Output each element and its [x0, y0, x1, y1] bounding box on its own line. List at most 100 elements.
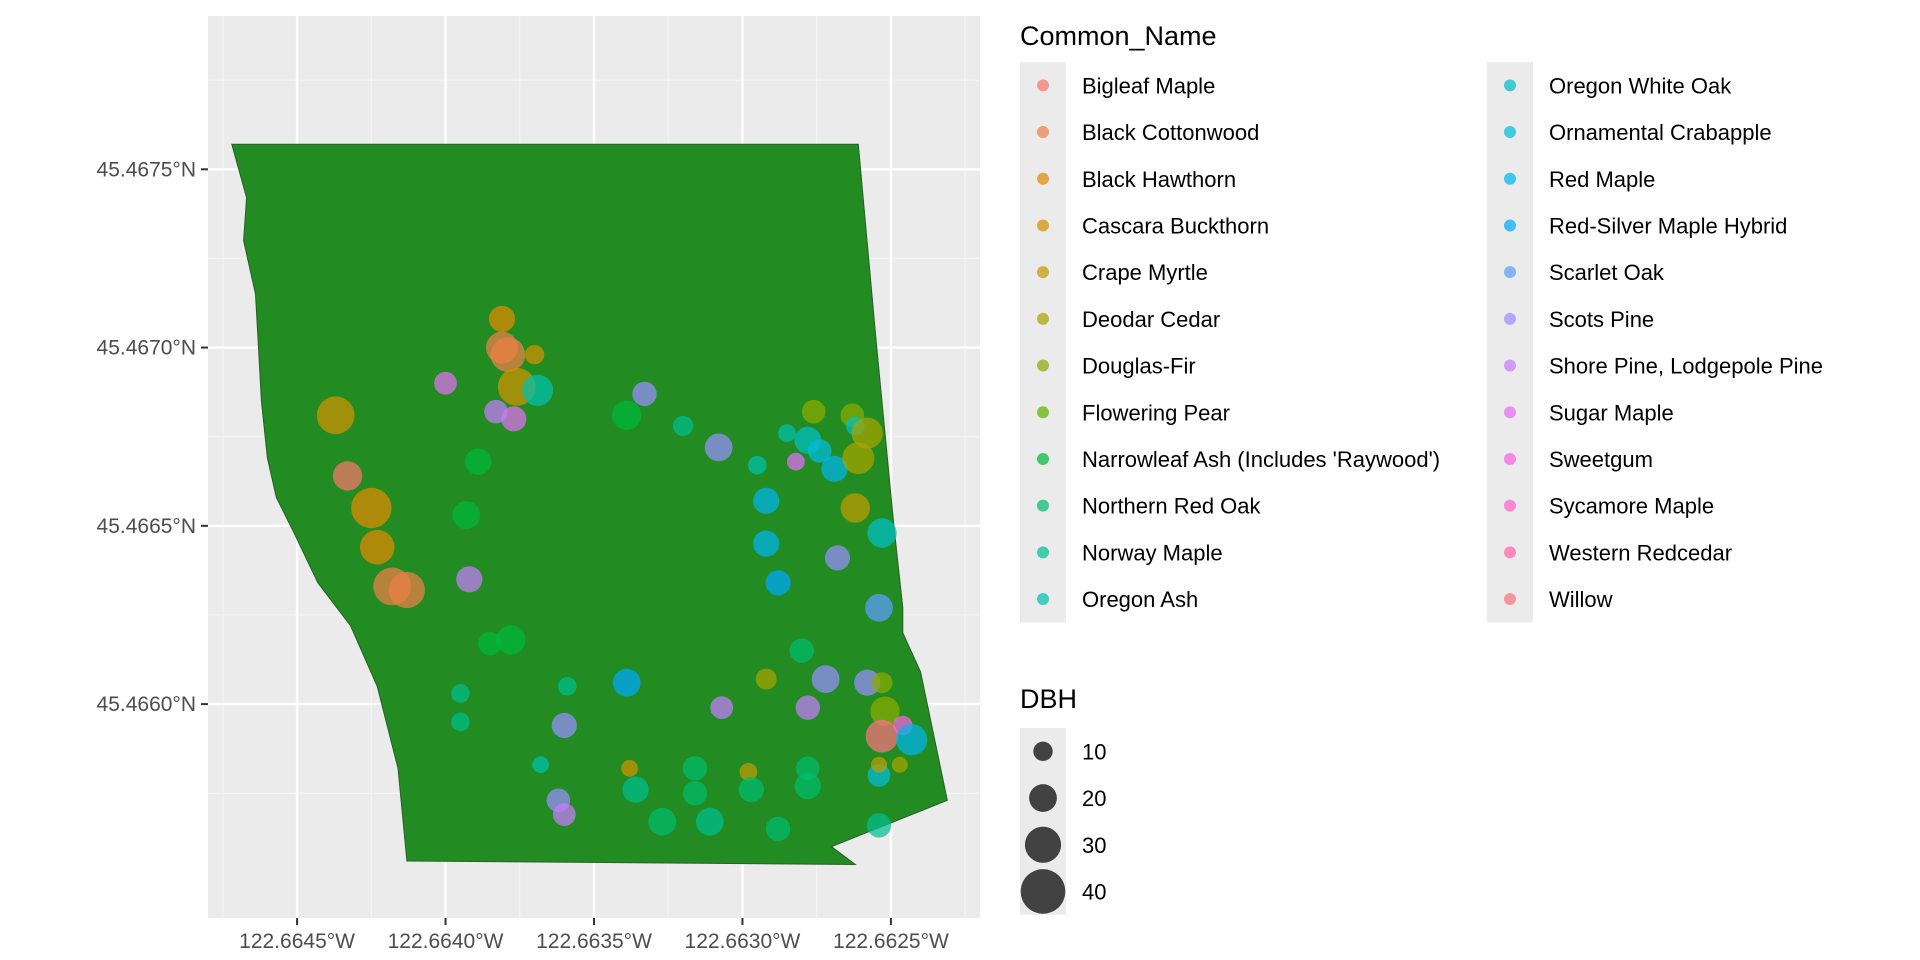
legend-label: Norway Maple: [1082, 540, 1223, 565]
x-tick-label: 122.6640°W: [388, 930, 504, 953]
tree-point: [552, 803, 576, 826]
tree-point: [865, 719, 899, 753]
tree-point: [484, 399, 508, 424]
tree-point: [871, 672, 893, 694]
legend-label: Oregon White Oak: [1549, 73, 1732, 98]
legend-key: [1037, 406, 1049, 419]
legend-label: Willow: [1549, 587, 1613, 612]
legend-label: Scarlet Oak: [1549, 260, 1665, 285]
tree-point: [753, 487, 780, 514]
tree-point: [787, 452, 805, 471]
legend-key: [1037, 546, 1049, 559]
tree-point: [351, 487, 392, 529]
legend-label: Northern Red Oak: [1082, 494, 1262, 519]
tree-point: [532, 756, 549, 774]
legend-label: Western Redcedar: [1549, 540, 1732, 565]
legend-label: Shore Pine, Lodgepole Pine: [1549, 354, 1823, 379]
legend-key: [1037, 312, 1049, 325]
tree-point: [551, 712, 577, 739]
legend-size: DBH 10 20 30 40: [1020, 684, 1106, 915]
x-tick-label: 122.6625°W: [833, 930, 949, 953]
legend-size-key: [1024, 826, 1062, 863]
tree-point: [738, 777, 765, 803]
tree-point: [612, 400, 642, 430]
legend-key: [1504, 452, 1516, 465]
tree-point: [867, 518, 897, 548]
legend-key: [1037, 126, 1049, 139]
legend-label: Red-Silver Maple Hybrid: [1549, 213, 1787, 238]
legend-label: Oregon Ash: [1082, 587, 1198, 612]
tree-point: [765, 816, 791, 842]
tree-point: [621, 759, 638, 777]
tree-point: [452, 501, 481, 529]
tree-point: [622, 776, 649, 803]
y-tick-label: 45.4665°N: [97, 515, 196, 538]
y-tick-label: 45.4675°N: [97, 158, 196, 181]
legend-label: Black Hawthorn: [1082, 167, 1236, 192]
tree-point: [748, 455, 767, 475]
x-tick-label: 122.6635°W: [536, 930, 652, 953]
tree-point: [434, 371, 457, 395]
legend-key: [1504, 546, 1516, 559]
tree-point: [778, 424, 796, 442]
legend-size-title: DBH: [1020, 684, 1077, 714]
y-tick-label: 45.4660°N: [97, 693, 196, 716]
tree-points: [316, 305, 928, 842]
legend-label: Crape Myrtle: [1082, 260, 1208, 285]
tree-point: [648, 807, 677, 836]
tree-point: [854, 669, 881, 696]
legend-key: [1037, 266, 1049, 279]
tree-point: [739, 762, 758, 781]
tree-point: [456, 566, 483, 593]
tree-point: [796, 756, 820, 781]
tree-point: [871, 756, 887, 773]
legend-key-background: [1487, 62, 1533, 623]
tree-point: [695, 807, 724, 836]
legend-key: [1037, 499, 1049, 512]
tree-point: [496, 625, 526, 655]
axes: 122.6645°W 122.6640°W 122.6635°W 122.6630°W…: [97, 158, 949, 953]
tree-point: [316, 396, 355, 435]
legend-label: Flowering Pear: [1082, 400, 1230, 425]
tree-point: [710, 696, 734, 720]
legend-size-label: 30: [1082, 833, 1106, 858]
legend-label: Deodar Cedar: [1082, 307, 1220, 332]
tree-point: [807, 439, 832, 463]
tree-point: [765, 570, 791, 596]
legend-size-label: 20: [1082, 786, 1106, 811]
tree-point: [755, 668, 777, 690]
tree-point: [821, 455, 848, 482]
legend-key: [1037, 79, 1049, 92]
legend-key: [1037, 172, 1049, 185]
legend-size-label: 10: [1082, 739, 1106, 764]
legend-key: [1504, 406, 1516, 419]
tree-point: [388, 571, 425, 609]
tree-point: [465, 448, 492, 475]
tree-point: [866, 813, 892, 838]
tree-point: [451, 712, 470, 732]
legend-label: Douglas-Fir: [1082, 354, 1196, 379]
tree-point: [870, 696, 900, 726]
legend-label: Sycamore Maple: [1549, 494, 1714, 519]
legend-key: [1504, 126, 1516, 139]
tree-point: [865, 593, 893, 622]
tree-point: [851, 417, 883, 449]
legend-label: Red Maple: [1549, 167, 1655, 192]
tree-point: [490, 337, 526, 373]
legend-label: Bigleaf Maple: [1082, 73, 1215, 98]
tree-point: [682, 756, 708, 781]
legend-size-label: 40: [1082, 879, 1106, 904]
legend-label: Sweetgum: [1549, 447, 1653, 472]
tree-point: [840, 493, 870, 523]
legend-key: [1504, 593, 1516, 606]
tree-point: [842, 442, 875, 475]
legend-key: [1504, 79, 1516, 92]
legend-key: [1504, 359, 1516, 372]
legend-size-key: [1033, 741, 1053, 762]
tree-point: [632, 381, 657, 407]
tree-point: [891, 756, 908, 773]
tree-point: [753, 530, 780, 557]
legend-species: Common_Name Bigleaf Maple Black Cottonwoo…: [1020, 21, 1823, 623]
tree-point: [801, 399, 826, 424]
x-tick-label: 122.6645°W: [239, 930, 355, 953]
